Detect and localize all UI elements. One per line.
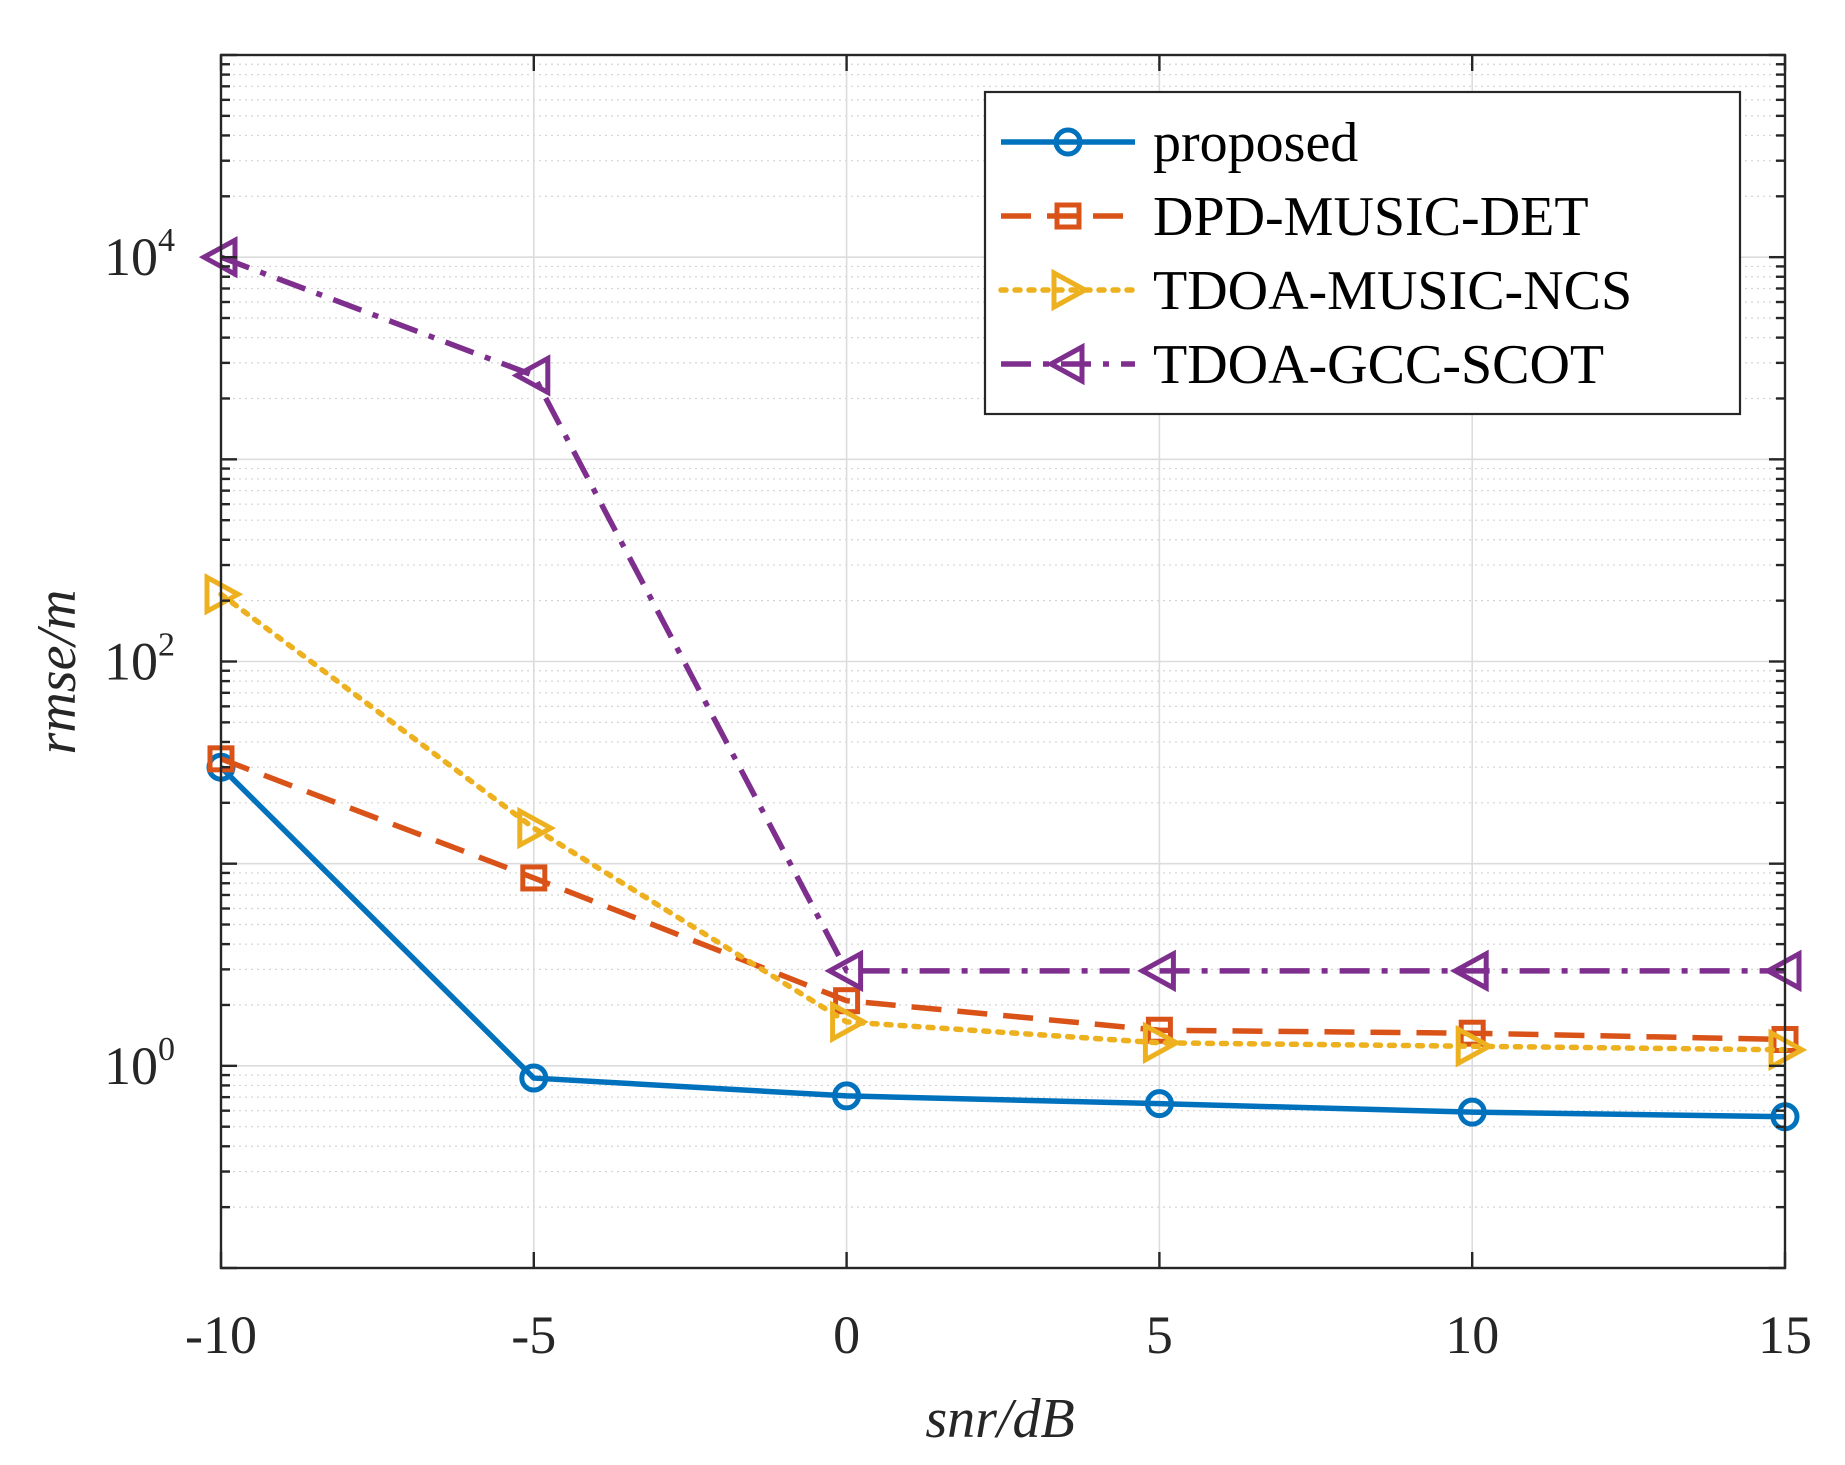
series-1-point — [519, 1063, 549, 1093]
series-layer — [198, 235, 1808, 1132]
axes: -10 -5 0 5 10 15 100 102 104 — [104, 53, 1812, 1365]
series-line-4 — [220, 254, 1785, 974]
series-3-point — [517, 806, 556, 850]
legend-label-3: TDOA-MUSIC-NCS — [1153, 260, 1632, 322]
x-tick-label: 0 — [833, 1305, 860, 1365]
series-4-point — [1450, 949, 1489, 993]
x-tick-label: -10 — [185, 1305, 257, 1365]
legend-label-2: DPD-MUSIC-DET — [1153, 186, 1589, 248]
x-tick-label: 5 — [1146, 1305, 1173, 1365]
series-4-point — [1762, 949, 1802, 993]
series-4-point — [511, 354, 551, 397]
series-4-point — [1137, 949, 1176, 993]
plot-frame — [219, 53, 1787, 1270]
series-1-point — [1457, 1097, 1487, 1127]
x-tick-label: 15 — [1758, 1305, 1812, 1365]
y-tick-label: 102 — [104, 627, 175, 692]
legend-box — [983, 90, 1742, 416]
series-3-point — [830, 1000, 869, 1044]
legend: proposed DPD-MUSIC-DET TDOA-MUSIC-NCS TDOA-… — [983, 90, 1742, 416]
series-line-2 — [220, 756, 1786, 1043]
y-tick-label: 100 — [104, 1031, 175, 1096]
series-2-point — [520, 864, 548, 892]
legend-marker-1 — [1053, 127, 1083, 157]
series-3-point — [1142, 1021, 1182, 1065]
x-axis-label: snr/dB — [925, 1388, 1074, 1450]
series-line-1 — [219, 765, 1786, 1120]
series-3-point — [1768, 1028, 1808, 1072]
series-1-point — [1144, 1089, 1174, 1119]
series-3-point — [204, 573, 244, 616]
series-line-3 — [218, 591, 1788, 1053]
y-axis-label: rmse/m — [26, 590, 88, 755]
x-tick-label: 10 — [1445, 1305, 1499, 1365]
y-tick-label: 104 — [104, 222, 175, 287]
legend-marker-4 — [1045, 342, 1085, 386]
legend-marker-2 — [1054, 202, 1082, 230]
legend-marker-3 — [1051, 268, 1091, 312]
x-tick-label: -5 — [511, 1305, 556, 1365]
series-3-point — [1455, 1025, 1495, 1068]
legend-label-4: TDOA-GCC-SCOT — [1153, 334, 1604, 396]
legend-label-1: proposed — [1153, 112, 1358, 174]
series-1-point — [832, 1081, 862, 1111]
series-4-point — [824, 949, 864, 993]
